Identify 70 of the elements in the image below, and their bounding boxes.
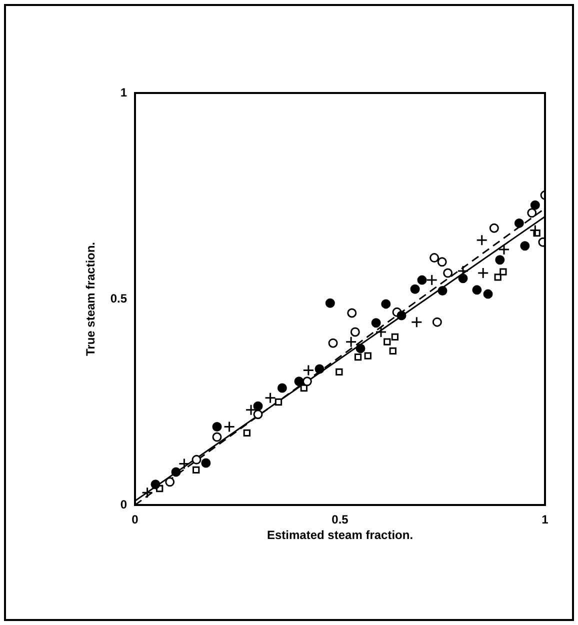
point: [354, 354, 362, 361]
point: [243, 429, 251, 436]
point: [494, 274, 502, 281]
point: [364, 352, 372, 360]
point: [328, 338, 338, 348]
point: [192, 466, 200, 474]
point: [314, 364, 324, 374]
point: [530, 200, 540, 210]
point: [389, 347, 396, 354]
point: [192, 454, 202, 464]
point: [212, 432, 222, 442]
point: [171, 467, 181, 477]
point: [458, 274, 468, 284]
point: [432, 317, 442, 327]
x-tick-label: 0.5: [332, 512, 349, 527]
y-tick-label: 1: [120, 85, 128, 100]
point: [391, 333, 399, 340]
point: [396, 310, 406, 320]
point: [430, 253, 440, 263]
point: [410, 284, 420, 294]
point: [345, 336, 357, 348]
point: [443, 268, 453, 278]
point: [410, 316, 422, 328]
point: [253, 401, 263, 411]
point: [477, 267, 489, 279]
x-tick-label: 1: [542, 512, 549, 527]
point: [264, 392, 276, 404]
point: [294, 376, 304, 386]
point: [483, 289, 493, 299]
point: [245, 404, 257, 416]
point: [350, 327, 360, 337]
point: [336, 368, 343, 376]
point: [527, 208, 537, 218]
point: [426, 274, 438, 286]
point: [529, 224, 541, 236]
point: [384, 338, 391, 346]
point: [520, 241, 530, 251]
point: [371, 318, 381, 328]
y-tick-label: 0.5: [110, 291, 128, 306]
point: [224, 420, 236, 432]
point: [356, 344, 366, 354]
point: [347, 308, 357, 318]
point: [253, 410, 263, 420]
point: [514, 218, 524, 228]
point: [417, 275, 427, 285]
point: [437, 257, 447, 267]
point: [150, 480, 160, 490]
x-axis-title: Estimated steam fraction.: [266, 528, 414, 542]
point: [302, 364, 314, 376]
point: [142, 486, 154, 498]
point: [165, 477, 175, 487]
point: [375, 326, 387, 338]
point: [438, 286, 448, 296]
point: [201, 458, 211, 468]
y-tick-label: 0: [120, 497, 128, 512]
point: [302, 376, 312, 386]
point: [277, 383, 287, 393]
point: [495, 255, 505, 265]
point: [500, 268, 507, 276]
x-tick-label: 0: [132, 512, 139, 527]
point: [498, 244, 510, 256]
point: [274, 398, 282, 406]
point: [472, 285, 482, 295]
point: [489, 223, 499, 233]
point: [325, 298, 335, 308]
point: [178, 458, 190, 470]
y-axis-title: True steam fraction.: [84, 242, 98, 356]
point: [212, 422, 222, 432]
point: [381, 299, 391, 309]
point: [476, 234, 488, 246]
